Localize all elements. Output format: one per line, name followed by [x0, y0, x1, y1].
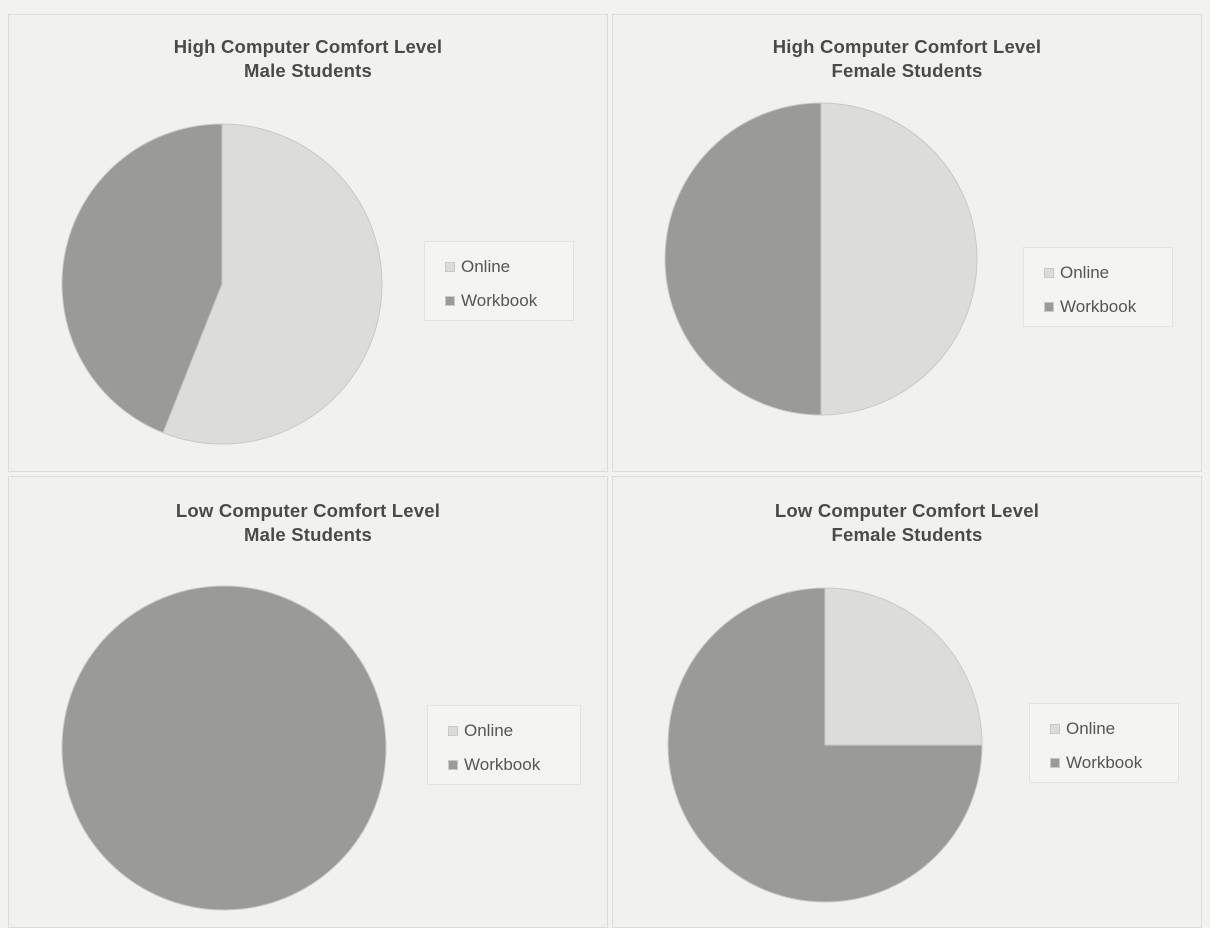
legend-entry-online: Online	[1050, 712, 1168, 746]
legend-label-workbook: Workbook	[461, 291, 538, 310]
legend: Online Workbook	[1029, 703, 1179, 783]
legend-entry-online: Online	[448, 714, 570, 748]
legend-entry-workbook: Workbook	[1044, 290, 1162, 324]
legend-swatch-workbook	[448, 760, 458, 770]
pie-chart	[61, 585, 387, 911]
chart-panel-low-female: Low Computer Comfort Level Female Studen…	[612, 476, 1202, 928]
pie-slice-online	[162, 123, 383, 445]
chart-title-line: High Computer Comfort Level	[173, 36, 443, 57]
legend-label-online: Online	[461, 257, 511, 276]
pie-slice-workbook	[61, 585, 387, 911]
pie-chart	[664, 102, 978, 416]
legend-swatch-online	[448, 726, 458, 736]
legend: Online Workbook	[427, 705, 581, 785]
legend: Online Workbook	[424, 241, 574, 321]
legend-entry-online: Online	[1044, 256, 1162, 290]
legend-entry-online: Online	[445, 250, 563, 284]
legend-label-online: Online	[1060, 263, 1110, 282]
chart-panel-low-male: Low Computer Comfort Level Male Students…	[8, 476, 608, 928]
pie-slice-online	[820, 102, 978, 416]
pie-chart	[61, 123, 383, 445]
chart-subtitle-line: Male Students	[243, 60, 372, 81]
chart-title-line: High Computer Comfort Level	[772, 36, 1042, 57]
legend-swatch-online	[445, 262, 455, 272]
legend: Online Workbook	[1023, 247, 1173, 327]
chart-subtitle-line: Female Students	[831, 524, 983, 545]
chart-title: High Computer Comfort Level Female Stude…	[613, 35, 1201, 83]
pie-chart	[667, 587, 983, 903]
chart-title-line: Low Computer Comfort Level	[175, 500, 441, 521]
legend-swatch-workbook	[1044, 302, 1054, 312]
legend-label-workbook: Workbook	[1060, 297, 1137, 316]
legend-swatch-online	[1050, 724, 1060, 734]
legend-entry-workbook: Workbook	[448, 748, 570, 782]
legend-swatch-workbook	[445, 296, 455, 306]
legend-swatch-workbook	[1050, 758, 1060, 768]
chart-title: Low Computer Comfort Level Female Studen…	[613, 499, 1201, 547]
legend-entry-workbook: Workbook	[445, 284, 563, 318]
chart-title: High Computer Comfort Level Male Student…	[9, 35, 607, 83]
pie-slice-workbook	[61, 123, 223, 434]
legend-label-online: Online	[464, 721, 514, 740]
legend-label-workbook: Workbook	[464, 755, 541, 774]
chart-title: Low Computer Comfort Level Male Students	[9, 499, 607, 547]
chart-title-line: Low Computer Comfort Level	[774, 500, 1040, 521]
legend-label-workbook: Workbook	[1066, 753, 1143, 772]
pie-slice-workbook	[667, 587, 983, 903]
chart-subtitle-line: Female Students	[831, 60, 983, 81]
chart-panel-high-male: High Computer Comfort Level Male Student…	[8, 14, 608, 472]
legend-swatch-online	[1044, 268, 1054, 278]
legend-entry-workbook: Workbook	[1050, 746, 1168, 780]
chart-subtitle-line: Male Students	[243, 524, 372, 545]
legend-label-online: Online	[1066, 719, 1116, 738]
pie-slice-workbook	[664, 102, 822, 416]
pie-slice-online	[824, 587, 983, 746]
chart-panel-high-female: High Computer Comfort Level Female Stude…	[612, 14, 1202, 472]
